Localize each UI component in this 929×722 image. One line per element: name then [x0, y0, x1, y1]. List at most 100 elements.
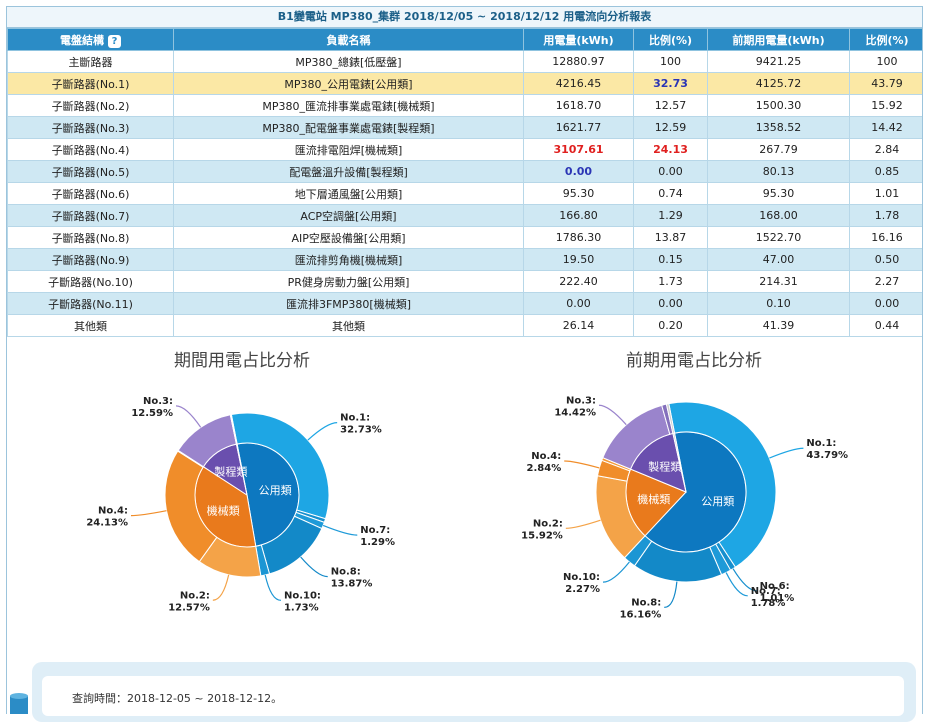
- col-header-prev-pct: 比例(%): [849, 28, 922, 51]
- row-pct: 0.00: [633, 160, 708, 183]
- row-load: MP380_公用電錶[公用類]: [173, 72, 524, 95]
- table-row: 子斷路器(No.2) MP380_匯流排事業處電錶[機械類] 1618.70 12.5…: [7, 94, 922, 117]
- row-structure: 子斷路器(No.3): [7, 116, 174, 139]
- label-leader-line: [322, 524, 358, 536]
- table-row: 子斷路器(No.4) 匯流排電阻焊[機械類] 3107.61 24.13 267.79 2…: [7, 138, 922, 161]
- outer-slice-label: No.3: 12.59%: [131, 396, 173, 419]
- label-leader-line: [564, 460, 600, 469]
- row-prev-pct: 1.01: [849, 182, 922, 205]
- row-structure: 子斷路器(No.11): [7, 292, 174, 315]
- row-prev-pct: 43.79: [849, 72, 922, 95]
- row-structure: 子斷路器(No.7): [7, 204, 174, 227]
- outer-slice-label: No.1: 43.79%: [806, 438, 848, 461]
- row-structure: 子斷路器(No.5): [7, 160, 174, 183]
- row-pct: 32.73: [633, 72, 708, 95]
- row-load: 匯流排3FMP380[機械類]: [173, 292, 524, 315]
- inner-slice-label: 公用類: [259, 484, 292, 497]
- row-prev-kwh: 214.31: [707, 270, 850, 293]
- row-pct: 100: [633, 50, 708, 73]
- row-prev-pct: 0.85: [849, 160, 922, 183]
- row-pct: 13.87: [633, 226, 708, 249]
- row-prev-pct: 0.44: [849, 314, 922, 337]
- inner-slice-label: 機械類: [207, 504, 240, 518]
- report-panel: B1變電站 MP380_集群 2018/12/05 ~ 2018/12/12 用…: [6, 6, 923, 714]
- row-prev-kwh: 41.39: [707, 314, 850, 337]
- label-leader-line: [175, 405, 202, 428]
- row-kwh: 3107.61: [523, 138, 634, 161]
- table-row: 子斷路器(No.3) MP380_配電盤事業處電錶[製程類] 1621.77 12.5…: [7, 116, 922, 139]
- usage-table: 電盤結構? 負載名稱 用電量(kWh) 比例(%) 前期用電量(kWh) 比例(…: [7, 28, 922, 337]
- label-leader-line: [130, 510, 167, 517]
- row-kwh: 166.80: [523, 204, 634, 227]
- row-structure: 主斷路器: [7, 50, 174, 73]
- outer-slice-label: No.6: 1.01%: [760, 581, 795, 604]
- outer-slice: [665, 403, 676, 435]
- table-row: 子斷路器(No.5) 配電盤溫升設備[製程類] 0.00 0.00 80.13 0.85: [7, 160, 922, 183]
- help-icon[interactable]: ?: [108, 34, 121, 48]
- row-prev-pct: 1.78: [849, 204, 922, 227]
- row-load: 配電盤溫升設備[製程類]: [173, 160, 524, 183]
- row-load: AIP空壓設備盤[公用類]: [173, 226, 524, 249]
- outer-slice-label: No.4: 24.13%: [86, 506, 128, 529]
- col-header-structure: 電盤結構?: [7, 28, 174, 51]
- row-load: 匯流排剪角機[機械類]: [173, 248, 524, 271]
- row-prev-kwh: 168.00: [707, 204, 850, 227]
- row-load: 匯流排電阻焊[機械類]: [173, 138, 524, 161]
- label-leader-line: [664, 581, 678, 609]
- row-prev-kwh: 1522.70: [707, 226, 850, 249]
- row-kwh: 1621.77: [523, 116, 634, 139]
- row-pct: 0.00: [633, 292, 708, 315]
- row-structure: 子斷路器(No.8): [7, 226, 174, 249]
- row-structure: 子斷路器(No.2): [7, 94, 174, 117]
- label-leader-line: [300, 556, 328, 578]
- outer-slice: [668, 401, 777, 568]
- row-pct: 0.15: [633, 248, 708, 271]
- outer-slice-label: No.8: 13.87%: [331, 567, 373, 590]
- col-header-load: 負載名稱: [173, 28, 524, 51]
- table-row: 子斷路器(No.7) ACP空調盤[公用類] 166.80 1.29 168.00 1.7…: [7, 204, 922, 227]
- row-load: MP380_配電盤事業處電錶[製程類]: [173, 116, 524, 139]
- row-kwh: 0.00: [523, 292, 634, 315]
- row-kwh: 95.30: [523, 182, 634, 205]
- row-kwh: 0.00: [523, 160, 634, 183]
- outer-slice-label: No.7: 1.78%: [751, 586, 786, 609]
- table-row: 子斷路器(No.6) 地下層通風盤[公用類] 95.30 0.74 95.30 1.01: [7, 182, 922, 205]
- table-row: 主斷路器 MP380_總錶[低壓盤] 12880.97 100 9421.25 100: [7, 50, 922, 73]
- label-leader-line: [725, 572, 748, 597]
- row-structure: 子斷路器(No.10): [7, 270, 174, 293]
- row-prev-kwh: 267.79: [707, 138, 850, 161]
- inner-slice-label: 機械類: [637, 492, 670, 506]
- row-pct: 1.73: [633, 270, 708, 293]
- row-prev-kwh: 47.00: [707, 248, 850, 271]
- outer-slice-label: No.7: 1.29%: [360, 525, 395, 548]
- row-load: 其他類: [173, 314, 524, 337]
- row-prev-kwh: 80.13: [707, 160, 850, 183]
- row-structure: 子斷路器(No.9): [7, 248, 174, 271]
- report-title: B1變電站 MP380_集群 2018/12/05 ~ 2018/12/12 用…: [7, 7, 922, 28]
- label-leader-line: [602, 561, 630, 583]
- col-header-prev-kwh: 前期用電量(kWh): [707, 28, 850, 51]
- pie-charts-area: 期間用電占比分析 前期用電占比分析 公用類 機械類 製程類 No.1: 32.73% No…: [0, 332, 917, 654]
- row-load: 地下層通風盤[公用類]: [173, 182, 524, 205]
- row-pct: 0.74: [633, 182, 708, 205]
- table-row: 子斷路器(No.10) PR健身房動力盤[公用類] 222.40 1.73 214.31…: [7, 270, 922, 293]
- col-header-kwh: 用電量(kWh): [523, 28, 634, 51]
- row-prev-kwh: 1500.30: [707, 94, 850, 117]
- row-load: MP380_匯流排事業處電錶[機械類]: [173, 94, 524, 117]
- row-prev-pct: 2.84: [849, 138, 922, 161]
- table-row: 子斷路器(No.1) MP380_公用電錶[公用類] 4216.45 32.73 412…: [7, 72, 922, 95]
- row-prev-kwh: 9421.25: [707, 50, 850, 73]
- outer-slice: [230, 412, 330, 520]
- query-time-text: 查詢時間：2018-12-05 ~ 2018-12-12。: [72, 692, 283, 705]
- row-prev-pct: 0.00: [849, 292, 922, 315]
- row-prev-kwh: 4125.72: [707, 72, 850, 95]
- label-leader-line: [307, 422, 338, 441]
- label-leader-line: [769, 447, 804, 459]
- outer-slice-label: No.1: 32.73%: [340, 413, 382, 436]
- row-prev-pct: 15.92: [849, 94, 922, 117]
- outer-slice-label: No.8: 16.16%: [620, 597, 662, 620]
- inner-slice-label: 製程類: [214, 464, 247, 478]
- label-leader-line: [732, 568, 757, 592]
- label-leader-line: [565, 519, 601, 529]
